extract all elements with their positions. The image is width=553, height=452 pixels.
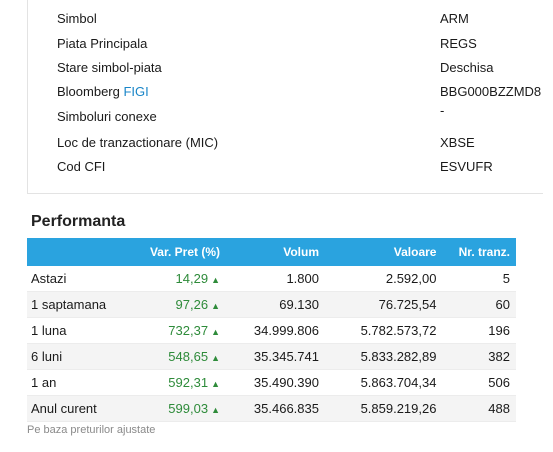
info-label: Loc de tranzactionare (MIC) [57, 135, 219, 150]
up-triangle-icon: ▲ [211, 405, 220, 415]
column-header-trades[interactable]: Nr. tranz. [458, 245, 510, 259]
performance-title: Performanta [31, 213, 126, 230]
column-header-volume[interactable]: Volum [283, 245, 319, 259]
trades-cell: 506 [442, 369, 516, 396]
info-label: Cod CFI [57, 159, 106, 174]
period-cell: 1 an [27, 369, 129, 396]
period-cell: Astazi [27, 266, 129, 292]
trades-cell: 196 [442, 317, 516, 344]
table-header-row: Var. Pret (%) Volum Valoare Nr. tranz. [27, 238, 516, 266]
price-change-value: 592,31 [168, 375, 209, 390]
info-label: Stare simbol-piata [57, 60, 162, 75]
price-change-value: 14,29 [175, 271, 209, 286]
info-label: Bloomberg FIGI [57, 84, 149, 99]
trades-cell: 382 [442, 343, 516, 370]
info-value: BBG000BZZMD8 [440, 84, 542, 99]
price-change-cell: 548,65 ▲ [128, 343, 226, 370]
period-cell: 1 saptamana [27, 291, 129, 318]
info-value: REGS [440, 36, 477, 51]
info-label: Simbol [57, 11, 97, 26]
symbol-info-panel: Simbol ARM Piata Principala REGS Stare s… [27, 0, 543, 194]
info-label: Simboluri conexe [57, 109, 157, 124]
table-row: 6 luni 548,65 ▲ 35.345.741 5.833.282,89 3… [27, 343, 516, 370]
price-change-cell: 732,37 ▲ [128, 317, 226, 344]
table-row: 1 saptamana 97,26 ▲ 69.130 76.725,54 60 [27, 291, 516, 318]
value-cell: 76.725,54 [325, 291, 443, 318]
info-value: Deschisa [440, 60, 494, 75]
volume-cell: 69.130 [225, 291, 325, 318]
adjusted-prices-footnote: Pe baza preturilor ajustate [27, 424, 156, 436]
value-cell: 5.863.704,34 [325, 369, 443, 396]
up-triangle-icon: ▲ [211, 327, 220, 337]
volume-cell: 35.490.390 [225, 369, 325, 396]
up-triangle-icon: ▲ [211, 275, 220, 285]
value-cell: 5.833.282,89 [325, 343, 443, 370]
info-value: ARM [440, 11, 469, 26]
price-change-value: 599,03 [168, 401, 209, 416]
up-triangle-icon: ▲ [211, 379, 220, 389]
table-row: 1 luna 732,37 ▲ 34.999.806 5.782.573,72 1… [27, 317, 516, 344]
column-header-value[interactable]: Valoare [393, 245, 437, 259]
price-change-cell: 14,29 ▲ [128, 266, 226, 292]
up-triangle-icon: ▲ [211, 353, 220, 363]
price-change-value: 97,26 [175, 297, 209, 312]
table-row: 1 an 592,31 ▲ 35.490.390 5.863.704,34 506 [27, 369, 516, 396]
price-change-cell: 599,03 ▲ [128, 395, 226, 422]
value-cell: 2.592,00 [325, 266, 443, 292]
volume-cell: 35.345.741 [225, 343, 325, 370]
info-value: XBSE [440, 135, 475, 150]
performance-table: Var. Pret (%) Volum Valoare Nr. tranz. A… [27, 238, 516, 422]
info-value: - [440, 103, 445, 118]
volume-cell: 1.800 [225, 266, 325, 292]
table-row: Astazi 14,29 ▲ 1.800 2.592,00 5 [27, 266, 516, 292]
period-cell: 6 luni [27, 343, 129, 370]
table-row: Anul curent 599,03 ▲ 35.466.835 5.859.219… [27, 395, 516, 422]
price-change-cell: 97,26 ▲ [128, 291, 226, 318]
figi-link[interactable]: FIGI [123, 84, 149, 99]
price-change-value: 732,37 [168, 323, 209, 338]
trades-cell: 60 [442, 291, 516, 318]
up-triangle-icon: ▲ [211, 301, 220, 311]
period-cell: 1 luna [27, 317, 129, 344]
volume-cell: 35.466.835 [225, 395, 325, 422]
column-header-price-change[interactable]: Var. Pret (%) [149, 245, 220, 259]
info-label: Piata Principala [57, 36, 148, 51]
info-value: ESVUFR [440, 159, 493, 174]
value-cell: 5.782.573,72 [325, 317, 443, 344]
volume-cell: 34.999.806 [225, 317, 325, 344]
price-change-cell: 592,31 ▲ [128, 369, 226, 396]
period-cell: Anul curent [27, 395, 129, 422]
info-label-prefix: Bloomberg [57, 84, 124, 99]
trades-cell: 5 [442, 266, 516, 292]
column-header-period [27, 238, 128, 266]
value-cell: 5.859.219,26 [325, 395, 443, 422]
trades-cell: 488 [442, 395, 516, 422]
price-change-value: 548,65 [168, 349, 209, 364]
